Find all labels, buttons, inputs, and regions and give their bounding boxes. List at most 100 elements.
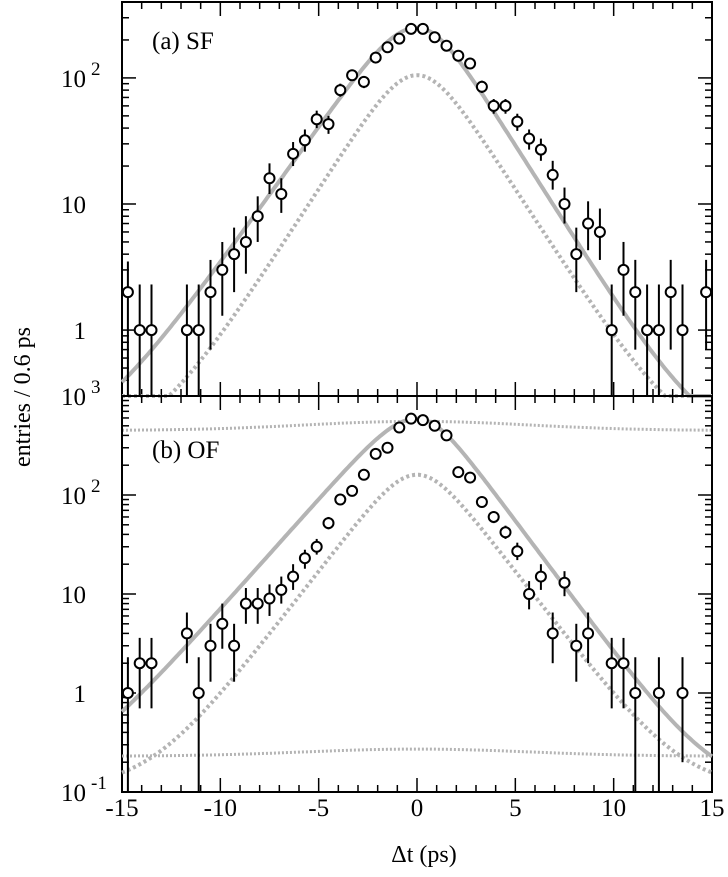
x-tick-label: 0	[411, 795, 424, 822]
data-point	[180, 324, 193, 337]
data-point	[700, 286, 713, 299]
data-point	[393, 421, 406, 434]
x-tick-label: -10	[204, 795, 237, 822]
data-point	[310, 540, 323, 553]
data-point	[145, 657, 158, 670]
data-point	[346, 69, 359, 82]
data-point	[298, 552, 311, 565]
data-point	[346, 484, 359, 497]
data-point	[310, 113, 323, 126]
data-point	[452, 466, 465, 479]
data-point	[369, 51, 382, 64]
data-point	[464, 57, 477, 70]
y-tick-label: 10	[61, 780, 86, 807]
data-point	[475, 495, 488, 508]
data-point	[499, 99, 512, 112]
data-point	[570, 639, 583, 652]
data-point	[617, 263, 630, 276]
data-point	[676, 687, 689, 699]
data-point	[664, 286, 677, 299]
data-point	[570, 248, 583, 261]
data-point	[416, 414, 429, 427]
data-point	[582, 627, 595, 640]
data-point	[334, 84, 347, 97]
data-point	[381, 441, 394, 454]
data-point	[145, 324, 158, 337]
data-point	[204, 286, 217, 299]
data-point	[357, 468, 370, 481]
x-tick-label: 10	[601, 795, 626, 822]
data-point	[534, 570, 547, 583]
data-point	[511, 115, 524, 128]
x-tick-label: -15	[105, 795, 138, 822]
data-point	[204, 639, 217, 652]
data-point	[617, 657, 630, 670]
data-point	[192, 687, 205, 699]
data-point	[629, 286, 642, 299]
data-point	[558, 576, 571, 589]
y-tick-label: 10	[61, 384, 86, 411]
data-point	[263, 172, 276, 185]
data-point	[334, 493, 347, 506]
data-point	[239, 597, 252, 610]
data-point	[357, 75, 370, 88]
y-tick-label: 10	[61, 192, 86, 219]
data-point	[605, 324, 618, 337]
panel-sf-label: (a) SF	[152, 28, 214, 55]
data-point	[475, 80, 488, 93]
data-point	[605, 657, 618, 670]
y-tick-exponent: 2	[91, 59, 101, 80]
data-point	[511, 545, 524, 558]
data-point	[593, 225, 606, 238]
data-point	[287, 147, 300, 160]
background-curve	[122, 747, 712, 758]
y-tick-label: 10	[61, 483, 86, 510]
data-point	[405, 22, 418, 35]
fit-curve	[120, 25, 712, 398]
data-point	[534, 143, 547, 156]
data-point	[416, 22, 429, 35]
data-point	[251, 210, 264, 223]
data-point	[121, 687, 134, 699]
data-point	[192, 324, 205, 337]
data-point	[652, 687, 665, 699]
data-point	[499, 526, 512, 539]
panel-of-label: (b) OF	[152, 437, 219, 464]
y-axis-label: entries / 0.6 ps	[10, 327, 36, 467]
data-point	[322, 118, 335, 131]
data-point	[251, 597, 264, 610]
data-point	[405, 412, 418, 425]
data-point	[428, 31, 441, 44]
data-point	[216, 263, 229, 276]
data-point	[216, 617, 229, 630]
data-point	[263, 592, 276, 605]
y-tick-exponent: 3	[91, 377, 101, 398]
data-point	[629, 687, 642, 699]
data-point	[546, 168, 559, 181]
x-tick-label: 15	[700, 795, 725, 822]
data-point	[393, 32, 406, 45]
data-point	[641, 324, 654, 337]
data-point	[322, 517, 335, 530]
signal-component-curve	[121, 472, 713, 775]
background-curve	[122, 419, 712, 432]
data-point	[121, 286, 134, 299]
y-tick-label: 1	[74, 318, 87, 345]
data-point	[487, 99, 500, 112]
data-point	[452, 49, 465, 62]
data-point	[133, 324, 146, 337]
data-point	[652, 324, 665, 337]
data-point	[487, 510, 500, 523]
data-point	[558, 197, 571, 210]
data-point	[546, 627, 559, 640]
data-point	[440, 39, 453, 52]
x-axis-label: Δt (ps)	[391, 842, 456, 868]
y-tick-exponent: -1	[91, 773, 107, 794]
data-point	[133, 657, 146, 670]
data-point	[180, 627, 193, 640]
y-tick-label: 10	[61, 582, 86, 609]
data-point	[523, 132, 536, 145]
data-point	[464, 471, 477, 484]
data-point	[369, 447, 382, 460]
